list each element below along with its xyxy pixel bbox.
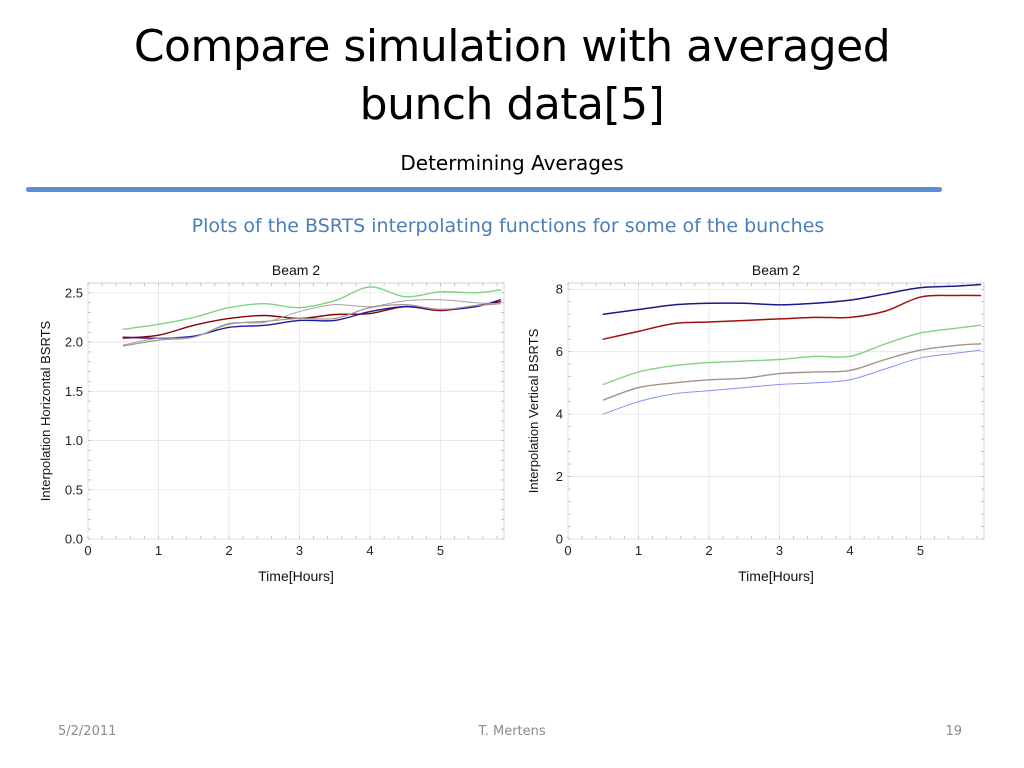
slide-title: Compare simulation with averaged bunch d…: [0, 18, 1024, 134]
x-tick-label: 2: [225, 543, 232, 558]
y-tick-label: 6: [556, 344, 563, 359]
x-tick-label: 2: [705, 543, 712, 558]
series-line-1: [122, 286, 502, 330]
x-tick-label: 1: [155, 543, 162, 558]
series-line-4: [602, 343, 982, 401]
slide-title-line-1: Compare simulation with averaged: [133, 21, 891, 72]
chart-title: Beam 2: [752, 262, 800, 278]
y-axis-label: Interpolation Horizontal BSRTS: [38, 320, 53, 501]
x-tick-label: 1: [635, 543, 642, 558]
horizontal-bsrts-chart: 0.0 0.5 1.0 1.5 2.0 2.5 0 1 2 3 4 5 Beam 2 Time[Hours…: [38, 255, 508, 595]
x-tick-label: 4: [846, 543, 853, 558]
series-line-2: [122, 301, 502, 339]
plot-frame: [87, 282, 505, 540]
plot-frame: [567, 282, 985, 540]
x-tick-label: 3: [296, 543, 303, 558]
footer-author: T. Mertens: [478, 724, 546, 739]
vertical-bsrts-chart: 0 2 4 6 8 0 1 2 3 4 5 Beam 2 Time[Hours] Interpolatio…: [526, 255, 996, 595]
x-tick-label: 0: [84, 543, 91, 558]
y-tick-label: 2: [556, 469, 563, 484]
series-line-5: [602, 349, 981, 415]
y-tick-label: 0.5: [65, 482, 83, 497]
y-tick-label: 1.5: [65, 384, 83, 399]
y-tick-label: 2.0: [65, 335, 83, 350]
x-tick-label: 5: [437, 543, 444, 558]
series-line-3: [602, 324, 982, 386]
x-tick-label: 4: [366, 543, 373, 558]
y-axis-label: Interpolation Vertical BSRTS: [526, 328, 541, 493]
y-tick-label: 4: [556, 407, 563, 422]
x-tick-label: 0: [564, 543, 571, 558]
y-tick-label: 8: [556, 282, 563, 297]
x-axis-label: Time[Hours]: [738, 568, 814, 584]
y-tick-label: 2.5: [65, 285, 83, 300]
horizontal-bsrts-chart-svg: 0.0 0.5 1.0 1.5 2.0 2.5 0 1 2 3 4 5 Beam 2 Time[Hours…: [38, 262, 505, 584]
footer-page-number: 19: [945, 724, 962, 739]
slide-subtitle: Determining Averages: [400, 151, 624, 175]
x-tick-label: 3: [776, 543, 783, 558]
slide-title-line-2: bunch data[5]: [359, 79, 665, 130]
footer-date: 5/2/2011: [58, 724, 117, 739]
series-line-2: [602, 294, 982, 340]
x-tick-label: 5: [917, 543, 924, 558]
vertical-bsrts-chart-svg: 0 2 4 6 8 0 1 2 3 4 5 Beam 2 Time[Hours] Interpolatio…: [526, 262, 985, 584]
x-axis-label: Time[Hours]: [258, 568, 334, 584]
series-line-1: [602, 283, 982, 315]
y-tick-label: 1.0: [65, 433, 83, 448]
chart-title: Beam 2: [272, 262, 320, 278]
series-line-5: [122, 299, 501, 346]
y-tick-label: 0.0: [65, 532, 83, 547]
y-tick-label: 0: [556, 532, 563, 547]
title-divider: [26, 187, 942, 192]
slide-caption: Plots of the BSRTS interpolating functio…: [191, 215, 825, 237]
